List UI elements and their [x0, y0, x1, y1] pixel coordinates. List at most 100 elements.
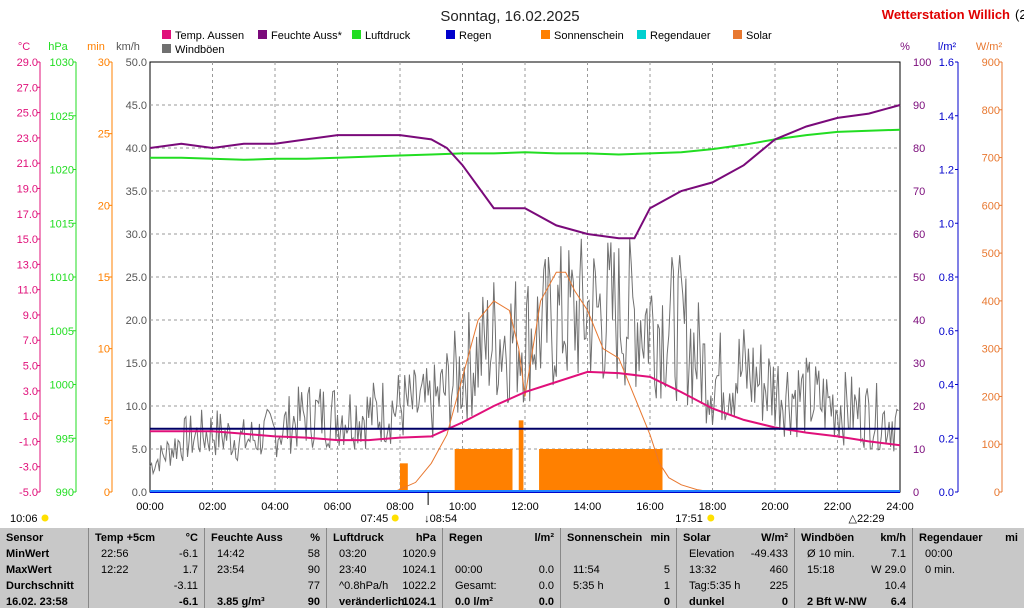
- y-tick-label: 500: [982, 248, 1000, 260]
- legend-swatch: [162, 44, 171, 53]
- stats-cell-value: 77: [307, 580, 320, 592]
- stats-label-avg: Durchschnitt: [6, 580, 74, 592]
- stats-col-sunshine: Sonnenschein min 11:54 5 5:35 h 1 0: [560, 528, 676, 608]
- y-tick-label: 3.0: [23, 386, 38, 398]
- y-tick-label: 1005: [50, 326, 74, 338]
- unit-label: %: [900, 41, 910, 53]
- stats-header-regendauer: Regendauer: [919, 532, 983, 544]
- stats-cell-label: 2 Bft W-NW: [807, 596, 867, 608]
- legend-swatch: [352, 30, 361, 39]
- stats-cell-value: 1024.1: [402, 596, 436, 608]
- stats-cell-label: Tag:5:35 h: [689, 580, 741, 592]
- y-tick-label: 1030: [50, 57, 74, 69]
- y-tick-label: 1025: [50, 111, 74, 123]
- y-tick-label: 7.0: [23, 335, 38, 347]
- stats-panel: Sensor MinWert MaxWert Durchschnitt 16.0…: [0, 528, 1024, 608]
- y-tick-label: 1010: [50, 272, 74, 284]
- stats-cell-value: 225: [769, 580, 788, 592]
- stats-cell-label: 00:00: [455, 564, 483, 576]
- stats-cell-label: 0.0 l/m²: [455, 596, 493, 608]
- bottom-left-time: 10:06: [10, 513, 38, 525]
- stats-cell-label: 11:54: [573, 564, 600, 576]
- stats-cell-value: 7.1: [890, 548, 906, 560]
- stats-cell-label: 0 min.: [925, 564, 955, 576]
- stats-col-temp: Temp +5cm °C 22:56 -6.1 12:22 1.7 -3.11 -6.1: [88, 528, 204, 608]
- y-tick-label: 0.0: [939, 487, 954, 499]
- legend-label: Temp. Aussen: [175, 30, 244, 42]
- series-line-solar: [150, 271, 900, 493]
- y-tick-label: 100: [982, 439, 1000, 451]
- unit-label: W/m²: [976, 41, 1003, 53]
- y-tick-label: 15.0: [126, 358, 147, 370]
- y-tick-label: 0.8: [939, 272, 954, 284]
- y-tick-label: 17.0: [17, 209, 38, 221]
- stats-label-min: MinWert: [6, 548, 50, 560]
- y-tick-label: 400: [982, 296, 1000, 308]
- stats-header-sonne: Sonnenschein: [567, 532, 643, 544]
- sun-marker-label: ↓08:54: [424, 513, 457, 525]
- stats-unit-solar: W/m²: [761, 532, 788, 544]
- x-tick-label: 24:00: [886, 501, 914, 513]
- stats-cell-label: ^0.8hPa/h: [339, 580, 389, 592]
- legend-label: Sonnenschein: [554, 30, 624, 42]
- y-tick-label: 300: [982, 344, 1000, 356]
- y-tick-label: 11.0: [17, 285, 38, 297]
- y-tick-label: 0.2: [939, 433, 954, 445]
- stats-cell-label: dunkel: [689, 596, 725, 608]
- legend-swatch: [446, 30, 455, 39]
- y-tick-label: 1.0: [23, 411, 38, 423]
- y-tick-label: 0: [913, 487, 919, 499]
- y-tick-label: 80: [913, 143, 925, 155]
- y-tick-label: 1.6: [939, 57, 954, 69]
- stats-unit-regen: l/m²: [534, 532, 554, 544]
- y-tick-label: 1015: [50, 218, 74, 230]
- legend-swatch: [637, 30, 646, 39]
- stats-cell-label: 22:56: [101, 548, 129, 560]
- y-tick-label: 5.0: [23, 361, 38, 373]
- stats-cell-label: 12:22: [101, 564, 129, 576]
- y-tick-label: 23.0: [17, 133, 38, 145]
- y-tick-label: 800: [982, 105, 1000, 117]
- y-tick-label: 13.0: [17, 259, 38, 271]
- stats-cell-label: 03:20: [339, 548, 367, 560]
- y-tick-label: 5.0: [132, 444, 147, 456]
- y-tick-label: 1.4: [939, 111, 954, 123]
- stats-header-temp: Temp +5cm: [95, 532, 156, 544]
- x-tick-label: 06:00: [324, 501, 352, 513]
- stats-cell-value: W 29.0: [871, 564, 906, 576]
- sunshine-bar: [518, 420, 524, 492]
- stats-header-regen: Regen: [449, 532, 483, 544]
- y-tick-label: 0.4: [939, 380, 954, 392]
- stats-cell-value: 5: [663, 564, 670, 576]
- y-tick-label: 50.0: [126, 57, 147, 69]
- sunrise-icon: [391, 514, 399, 522]
- x-tick-label: 10:00: [449, 501, 477, 513]
- stats-cell-label: 15:18: [807, 564, 835, 576]
- y-tick-label: 50: [913, 272, 925, 284]
- y-tick-label: 900: [982, 57, 1000, 69]
- legend-label: Luftdruck: [365, 30, 411, 42]
- stats-header-wind: Windböen: [801, 532, 855, 544]
- sunset-icon: [707, 514, 715, 522]
- weather-chart: Sonntag, 16.02.2025 Wetterstation Willich…: [10, 7, 1024, 525]
- stats-col-solar: Solar W/m² Elevation -49.433 13:32 460 Tag:5:3…: [676, 528, 794, 608]
- y-tick-label: 1020: [50, 165, 74, 177]
- y-tick-label: 0.0: [132, 487, 147, 499]
- legend-label: Windböen: [175, 44, 225, 56]
- y-tick-label: 27.0: [17, 82, 38, 94]
- stats-col-rain-duration: Regendauer mi 00:00 0 min.: [912, 528, 1024, 608]
- x-tick-label: 14:00: [574, 501, 602, 513]
- legend-label: Regen: [459, 30, 491, 42]
- series-line-tempaussen: [150, 370, 901, 447]
- bottom-left-sun-icon: [41, 514, 49, 522]
- y-tick-label: 5: [104, 415, 110, 427]
- y-tick-label: 9.0: [23, 310, 38, 322]
- y-tick-label: 10: [98, 344, 110, 356]
- sunshine-bar: [454, 449, 513, 492]
- stats-cell-label: 3.85 g/m³: [217, 596, 265, 608]
- sunrise-label: 07:45: [361, 513, 389, 525]
- y-tick-label: 20.0: [126, 315, 147, 327]
- stats-cell-value: 1.7: [182, 564, 198, 576]
- stats-cell-value: 1020.9: [402, 548, 436, 560]
- stats-col-rain: Regen l/m² 00:00 0.0 Gesamt: 0.0 0.0 l/m² 0.0: [442, 528, 560, 608]
